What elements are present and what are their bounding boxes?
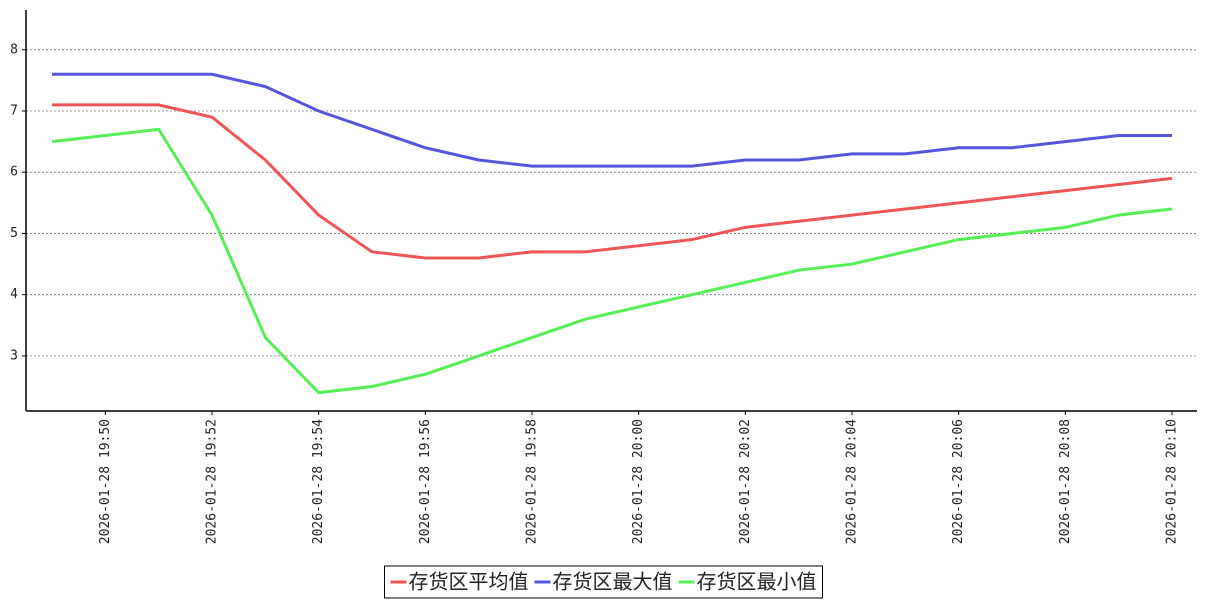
series-line [52, 72, 1172, 168]
y-tick-label: 4 [10, 287, 18, 302]
legend-label: 存货区最大值 [553, 570, 673, 594]
legend: 存货区平均值 存货区最大值 存货区最小值 [384, 565, 823, 599]
x-tick-label: 2026-01-28 19:54 [311, 419, 326, 544]
y-tick-label: 7 [10, 104, 18, 119]
legend-box [384, 565, 823, 599]
series-line [51, 127, 1173, 395]
legend-label: 存货区最小值 [697, 570, 817, 594]
series-line [52, 103, 1173, 260]
y-tick-label: 3 [10, 348, 18, 363]
x-tick-label: 2026-01-28 19:56 [418, 419, 433, 544]
x-tick-label: 2026-01-28 20:08 [1058, 419, 1073, 544]
x-tick-label: 2026-01-28 19:52 [205, 419, 220, 544]
y-tick-label: 5 [10, 226, 18, 241]
legend-label: 存货区平均值 [409, 570, 529, 594]
x-tick-label: 2026-01-28 19:58 [525, 419, 540, 544]
x-tick-label: 2026-01-28 19:50 [98, 419, 113, 544]
x-tick-label: 2026-01-28 20:06 [951, 419, 966, 544]
y-tick-label: 8 [10, 42, 18, 57]
x-tick-label: 2026-01-28 20:02 [738, 419, 753, 544]
x-tick-label: 2026-01-28 20:10 [1165, 419, 1180, 544]
x-tick-label: 2026-01-28 20:00 [631, 419, 646, 544]
y-tick-label: 6 [10, 165, 18, 180]
x-tick-label: 2026-01-28 20:04 [845, 419, 860, 544]
